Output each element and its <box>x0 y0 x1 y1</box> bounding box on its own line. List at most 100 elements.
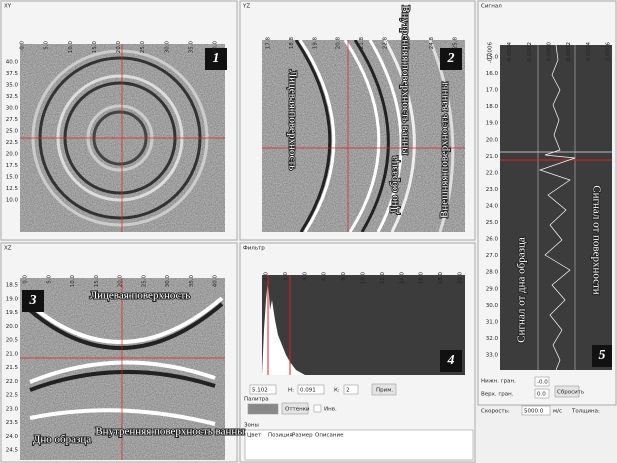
top-tick-label: 20.8 <box>336 37 342 50</box>
control-label: Оттенки <box>285 407 310 413</box>
top-tick-label: 15.0 <box>94 275 100 288</box>
left-tick-label: 35.0 <box>6 83 19 89</box>
control-label: 0.091 <box>300 388 316 394</box>
left-tick-label: 12.5 <box>6 186 19 192</box>
xy-image <box>20 44 225 232</box>
top-tick-label: 16.0 <box>419 272 425 285</box>
top-tick-label: 25.0 <box>141 275 147 288</box>
top-tick-label: 25.8 <box>453 37 459 50</box>
top-tick-label: 20.0 <box>118 275 124 288</box>
annotation: Внутренняя поверхность ванны <box>399 5 411 155</box>
left-tick-label: 26.0 <box>486 237 499 243</box>
left-tick-label: 10.0 <box>6 198 19 204</box>
left-tick-label: 30.0 <box>486 303 499 309</box>
top-tick-label: 19.8 <box>312 37 318 50</box>
annotation: Внутренняя поверхность ванны <box>95 426 245 438</box>
top-tick-label: 6.0 <box>322 272 328 281</box>
top-tick-label: 17.8 <box>266 37 272 50</box>
left-tick-label: 25.0 <box>486 220 499 226</box>
left-tick-label: 16.0 <box>486 71 499 77</box>
top-tick-label: 35.0 <box>188 41 194 54</box>
annotation: Дно образца <box>33 434 91 446</box>
top-tick-label: 24.8 <box>429 37 435 50</box>
left-tick-label: 31.0 <box>486 319 499 325</box>
left-tick-label: 24.5 <box>6 448 19 454</box>
annotation: Сигнал от дна образца <box>516 237 528 343</box>
left-tick-label: 15.0 <box>486 55 499 61</box>
top-tick-label: -0.0002 <box>527 42 533 63</box>
left-tick-label: 22.0 <box>6 379 19 385</box>
column-header: Позиция <box>268 433 293 439</box>
top-tick-label: 0.0000 <box>547 42 553 62</box>
page: XYYZXZФильтрСигнал0.05.010.015.020.025.0… <box>0 0 617 463</box>
left-tick-label: 29.0 <box>486 286 499 292</box>
control-label: м/с <box>553 409 562 415</box>
left-tick-label: 30.0 <box>6 106 19 112</box>
workspace: XYYZXZФильтрСигнал0.05.010.015.020.025.0… <box>0 0 617 463</box>
top-tick-label: 40.0 <box>213 275 219 288</box>
column-header: Цвет <box>247 433 262 439</box>
top-tick-label: 10.0 <box>70 275 76 288</box>
top-tick-label: 25.0 <box>140 41 146 54</box>
top-tick-label: 18.8 <box>289 37 295 50</box>
top-tick-label: 0.0 <box>264 272 270 281</box>
control-label: Толщина: <box>571 409 600 415</box>
panel-number: 1 <box>213 51 220 66</box>
top-tick-label: 8.0 <box>341 272 347 281</box>
annotation: Сигнал от поверхности <box>590 185 602 295</box>
top-tick-label: -0.0004 <box>507 42 513 64</box>
left-tick-label: 20.0 <box>6 152 19 158</box>
panel-title: Фильтр <box>243 246 265 252</box>
top-tick-label: 12.0 <box>380 272 386 285</box>
top-tick-label: 0.0 <box>23 275 29 284</box>
left-tick-label: 25.0 <box>6 129 19 135</box>
control-label: 5.102 <box>252 388 268 394</box>
panel-number: 5 <box>599 348 606 363</box>
top-tick-label: 10.0 <box>68 41 74 54</box>
top-tick-label: 20.0 <box>458 272 464 285</box>
top-tick-label: 0.0 <box>20 41 26 50</box>
annotation: Внешняя поверхность ванны <box>439 81 451 218</box>
top-tick-label: 30.0 <box>165 275 171 288</box>
control-label: 2 <box>346 388 350 394</box>
top-tick-label: 30.0 <box>164 41 170 54</box>
panel-number: 4 <box>447 353 455 368</box>
top-tick-label: 5.0 <box>44 41 50 50</box>
left-tick-label: 18.0 <box>486 104 499 110</box>
left-tick-label: 24.0 <box>486 204 499 210</box>
control-label: Сбросить <box>557 390 584 396</box>
control-label: 0.0 <box>537 392 546 398</box>
top-tick-label: 2.0 <box>283 272 289 281</box>
left-tick-label: 20.0 <box>6 324 19 330</box>
panel-title: Сигнал <box>481 4 502 10</box>
control-label: Верх. гран. <box>481 392 514 398</box>
left-tick-label: 21.0 <box>6 351 19 357</box>
left-tick-label: 32.5 <box>6 94 19 100</box>
panel-title: XY <box>4 4 12 10</box>
annotation: Лицевая поверхность <box>286 70 298 171</box>
top-tick-label: 35.0 <box>189 275 195 288</box>
control-label: Палитра <box>244 397 269 403</box>
left-tick-label: 21.0 <box>486 154 499 160</box>
top-tick-label: 20.0 <box>116 41 122 54</box>
left-tick-label: 27.0 <box>486 253 499 259</box>
left-tick-label: 20.5 <box>6 338 19 344</box>
left-tick-label: 22.5 <box>6 140 19 146</box>
top-tick-label: 0.0002 <box>566 42 572 61</box>
left-tick-label: 15.0 <box>6 175 19 181</box>
column-header: Описание <box>315 433 344 439</box>
top-tick-label: 0.0004 <box>586 42 592 62</box>
top-tick-label: 18.0 <box>438 272 444 285</box>
panel-title: XZ <box>4 246 12 252</box>
top-tick-label: 21.8 <box>359 37 365 50</box>
left-tick-label: 22.5 <box>6 393 19 399</box>
left-tick-label: 17.5 <box>6 163 19 169</box>
top-tick-label: 22.8 <box>382 37 388 50</box>
left-tick-label: 21.5 <box>6 365 19 371</box>
control-label: -0.0 <box>537 380 548 386</box>
annotation: Лицевая поверхность <box>90 290 191 302</box>
control-label: К: <box>334 388 340 394</box>
left-tick-label: 17.0 <box>486 88 499 94</box>
left-tick-label: 27.5 <box>6 117 19 123</box>
left-tick-label: 19.5 <box>6 310 19 316</box>
